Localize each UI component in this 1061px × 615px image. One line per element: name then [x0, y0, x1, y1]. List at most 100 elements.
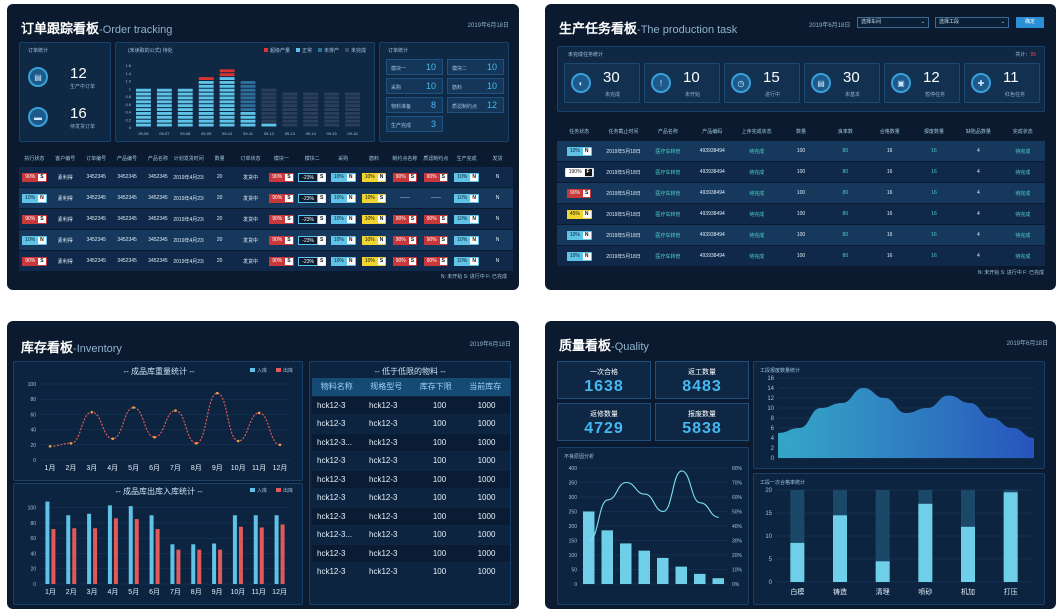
y-tick: 0: [574, 582, 577, 588]
status-tag: 90% S: [269, 256, 294, 266]
table-row[interactable]: hck12-3 hck12-3 100 1000: [312, 415, 510, 434]
data-point: [278, 443, 282, 447]
kpi-scrap: 报废数量 5838: [655, 403, 749, 441]
order-x-tick: 09-16: [347, 131, 358, 136]
y-tick: 400: [569, 466, 578, 472]
pareto-bar: [694, 573, 706, 584]
order-bar-segment: [136, 104, 151, 108]
status-tag: ——: [399, 195, 410, 201]
y2-tick: 70%: [732, 481, 743, 487]
order-bar-segment: [345, 112, 360, 115]
table-row[interactable]: hck12-3 hck12-3 100 1000: [312, 489, 510, 508]
order-bar-segment: [156, 115, 172, 119]
order-bar-segment: [219, 88, 235, 92]
order-y-tick: 0.4: [125, 110, 131, 115]
pareto-title: 不良原因分析: [564, 454, 595, 460]
order-x-tick: 09-14: [306, 131, 317, 136]
bar-out: [259, 527, 264, 584]
table-row[interactable]: 10%N素利得3452345345234534523452019年4月23日20…: [19, 230, 513, 250]
order-bar-segment: [219, 108, 235, 111]
order-bar-segment: [261, 115, 277, 119]
table-row[interactable]: hck12-3 hck12-3 100 1000: [312, 470, 510, 489]
bar-in: [212, 543, 217, 584]
order-bar-segment: [324, 92, 340, 96]
table-row[interactable]: 90% S 2019年5月18日 医疗车转管 493938494 待完成 100 80 16 16…: [557, 183, 1045, 203]
x-tick: 机加: [961, 587, 975, 596]
task-stat-card[interactable]: ◷ 15 进行中: [724, 63, 800, 103]
production-title: 生产任务看板-The production task: [559, 21, 738, 36]
order-bar-segment: [345, 92, 360, 96]
table-row[interactable]: 45% N 2019年5月18日 医疗车转管 493938494 待完成 100 80 16 16…: [557, 204, 1045, 224]
order-bar-segment: [240, 84, 256, 88]
scrap-area-chart: 0 2 4 6 8 10 12 14 16: [767, 376, 1034, 462]
table-row[interactable]: hck12-3... hck12-3 100 1000: [312, 526, 510, 545]
table-row[interactable]: 90%S素利得3452345345234534523452019年4月23日20…: [19, 251, 513, 271]
bar-out: [280, 524, 285, 584]
order-bar-segment: [261, 96, 277, 100]
x-tick: 打压: [1004, 587, 1018, 596]
order-title: 订单跟踪看板-Order tracking: [21, 21, 173, 36]
production-col-header: 数量: [795, 128, 806, 135]
y-tick: 40: [30, 551, 36, 557]
order-bar-segment: [240, 96, 256, 100]
order-bar-segment: [345, 119, 360, 123]
table-row[interactable]: hck12-3... hck12-3 100 1000: [312, 433, 510, 452]
table-row[interactable]: hck12-3 hck12-3 100 1000: [312, 563, 510, 582]
x-tick: 4月: [107, 588, 118, 596]
task-stat-card[interactable]: ! 10 未开始: [644, 63, 720, 103]
confirm-button[interactable]: 确定: [1016, 17, 1044, 28]
status-tag: 10% N: [330, 256, 356, 266]
task-stat-card[interactable]: ▤ 30 未基本: [804, 63, 880, 103]
order-y-tick: 1.6: [125, 63, 131, 68]
order-bar-segment: [324, 96, 340, 100]
y2-tick: 60%: [732, 495, 743, 501]
order-bar-segment: [198, 81, 214, 84]
bar-in: [107, 505, 112, 584]
table-row[interactable]: hck12-3 hck12-3 100 1000: [312, 452, 510, 471]
y-tick: 0: [33, 458, 36, 464]
table-row[interactable]: hck12-3 hck12-3 100 1000: [312, 544, 510, 563]
data-point: [257, 411, 261, 415]
pareto-bar: [712, 578, 724, 584]
order-y-tick: 0: [129, 125, 132, 130]
production-stats-box: 未完成任务统计 共计：85 ◐ 30 未完成! 10 未开始 ◷ 15 进行中 ▤ 30 未基本 ▣ 1…: [557, 46, 1045, 112]
status-tag: 10% N: [330, 193, 356, 203]
table-row[interactable]: hck12-3 hck12-3 100 1000: [312, 396, 510, 415]
y2-tick: 40%: [732, 524, 743, 530]
section-select[interactable]: 选择工段 ⌄: [935, 17, 1009, 28]
table-row[interactable]: 10%N素利得3452345345234534523452019年4月23日20…: [19, 188, 513, 208]
order-bar-segment: [219, 73, 235, 77]
table-row[interactable]: 190% F 2019年5月18日 医疗车转管 493938494 待完成 100 80 16 1…: [557, 162, 1045, 182]
table-row[interactable]: 10% N 2019年5月18日 医疗车转管 493938494 待完成 100 80 16 16…: [557, 141, 1045, 161]
pareto-line: [589, 470, 719, 542]
x-tick: 1月: [45, 588, 56, 596]
y-tick: 200: [569, 524, 578, 530]
order-chart-box: (未读取的公式) 待处 超级产量 正常 未排产 未完成 1.6 1.4 1.2 1 0.…: [115, 42, 375, 142]
status-tag: 10% N: [566, 146, 592, 156]
y-tick: 5: [769, 557, 773, 563]
table-row[interactable]: hck12-3 hck12-3 100 1000: [312, 507, 510, 526]
table-row[interactable]: 90%S素利得3452345345234534523452019年4月23日20…: [19, 209, 513, 229]
order-bar-segment: [198, 84, 214, 88]
workshop-select[interactable]: 选择车间 ⌄: [857, 17, 929, 28]
task-stat-card[interactable]: ✚ 11 红色任务: [964, 63, 1040, 103]
order-bar-segment: [345, 115, 360, 119]
low-stock-header: 物料名称 规格型号 库存下限 当前库存: [312, 378, 510, 397]
inout-chart-box: -- 成品库出库入库统计 -- 入库 出库 0 20 40 60 80 100 1月 2月 3月 4月 5…: [13, 483, 303, 605]
order-bar-segment: [177, 96, 193, 100]
y-tick: 350: [569, 481, 578, 487]
table-row[interactable]: 90%S素利得3452345345234534523452019年4月23日20…: [19, 167, 513, 187]
y2-tick: 10%: [732, 568, 743, 574]
task-stat-card[interactable]: ▣ 12 暂停任务: [884, 63, 960, 103]
order-bar-segment: [219, 92, 235, 96]
production-col-header: 任务截止时间: [608, 128, 639, 135]
pareto-box: 不良原因分析 0 0% 50 10% 100 20% 150 30% 200 40% 250 50% 3…: [557, 447, 749, 605]
table-row[interactable]: 10% N 2019年5月18日 医疗车转管 493938494 待完成 100 80 16 16…: [557, 225, 1045, 245]
x-tick: 6月: [149, 588, 160, 596]
production-table-header: 任务状态 任务截止时间 产品名称 产品编码 上序完成状态 数量 良率数 合格数量 报废数量 缺陷品…: [557, 122, 1045, 140]
bar-out: [218, 549, 223, 584]
x-tick: 12月: [272, 588, 287, 596]
status-tag: 90% S: [392, 235, 418, 245]
table-row[interactable]: 10% N 2019年5月18日 医疗车转管 493938494 待完成 100 80 16 16…: [557, 246, 1045, 266]
task-stat-card[interactable]: ◐ 30 未完成: [564, 63, 640, 103]
